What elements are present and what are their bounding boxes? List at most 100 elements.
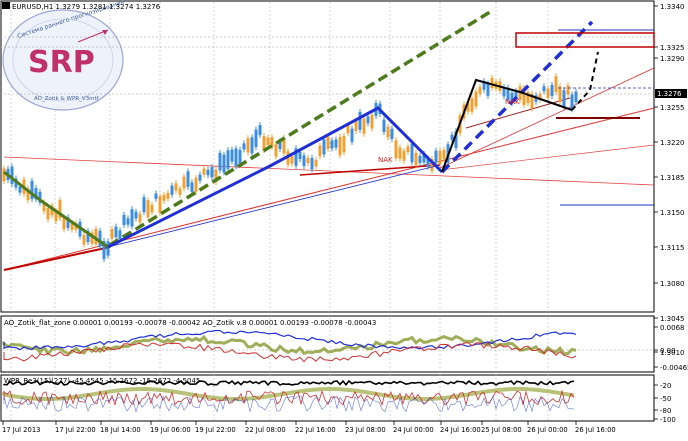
price-bar (266, 137, 270, 146)
price-bar (294, 148, 298, 166)
price-bar (470, 98, 474, 112)
price-bar (46, 208, 50, 220)
price-bar (146, 200, 150, 218)
price-bar (426, 158, 430, 167)
blue-zigzag (107, 106, 444, 249)
price-bar (382, 119, 386, 132)
price-bar (482, 81, 486, 90)
price-bar (142, 197, 146, 213)
blue-thin-line (107, 164, 441, 248)
price-bar (122, 214, 126, 225)
price-bar (210, 167, 214, 178)
price-bar (270, 137, 274, 147)
price-bar (206, 169, 210, 176)
price-bar (330, 140, 334, 149)
price-bar (182, 176, 186, 189)
price-bar (474, 91, 478, 107)
price-bar (362, 118, 366, 134)
time-tick-label: 25 Jul 08:00 (481, 426, 522, 434)
price-bar (274, 144, 278, 157)
price-bar (358, 111, 362, 130)
price-bar (310, 157, 314, 170)
price-bar (518, 86, 522, 100)
green-trend-solid (3, 170, 109, 249)
price-bar (38, 191, 42, 203)
price-tick-label: 1.3150 (660, 209, 685, 217)
price-bar (86, 230, 90, 242)
price-tick-label: 1.3290 (660, 55, 685, 63)
price-bar (466, 101, 470, 112)
price-bar (342, 136, 346, 153)
price-bar (126, 218, 130, 225)
price-bar (530, 93, 534, 109)
srp-logo: SRP Система раннего прогнозирования AO_Z… (2, 0, 125, 111)
price-tick-label: 1.3325 (660, 44, 685, 52)
nak-label-2: NAK (505, 98, 520, 106)
price-bar (106, 241, 110, 256)
price-bar (58, 200, 62, 219)
price-bar (114, 226, 118, 238)
symbol-label: EURUSD,H1 1.3279 1.3281 1.3274 1.3276 (12, 3, 161, 11)
indicator1-tick: 0.0068 (660, 324, 685, 332)
price-bar (158, 196, 162, 214)
price-bar (202, 168, 206, 175)
price-bar (118, 230, 122, 240)
indicator1-label: AO_Zotik_flat_zone 0.00001 0.00193 -0.00… (4, 319, 376, 327)
time-tick-label: 26 Jul 16:00 (575, 426, 616, 434)
price-bar (234, 148, 238, 167)
price-tick-label: 1.3045 (660, 315, 685, 323)
price-bar (138, 213, 142, 223)
nak-label: NAK (378, 156, 393, 164)
dropdown-icon[interactable] (2, 2, 10, 9)
indicator2-axis: -20 -50 -80-100 (654, 382, 676, 424)
wpr-indicator (2, 379, 575, 413)
time-tick-label: 19 Jul 06:00 (150, 426, 191, 434)
indicator2-tick: -100 (660, 416, 676, 424)
time-tick-label: 17 Jul 22:00 (55, 426, 96, 434)
price-bar (526, 92, 530, 104)
price-bar (198, 174, 202, 181)
price-bar (94, 228, 98, 245)
price-bar (302, 155, 306, 167)
price-tick-label: 1.3080 (660, 280, 685, 288)
price-bar (246, 138, 250, 153)
price-bar (190, 182, 194, 193)
price-bar (2, 168, 6, 182)
price-bar (278, 141, 282, 149)
price-bar (42, 202, 46, 212)
price-bar (130, 209, 134, 227)
price-bar (218, 152, 222, 171)
price-bar (222, 154, 226, 173)
time-tick-label: 26 Jul 00:00 (527, 426, 568, 434)
price-bar (26, 188, 30, 201)
price-bar (478, 87, 482, 94)
price-bar (134, 211, 138, 219)
time-tick-label: 18 Jul 14:00 (100, 426, 141, 434)
price-bar (306, 157, 310, 164)
price-bar (554, 76, 558, 93)
price-bar (354, 121, 358, 131)
price-bar (238, 149, 242, 164)
black-zigzag (441, 78, 573, 173)
indicator1-tick: -0.00465 (660, 364, 688, 372)
price-bar (514, 91, 518, 100)
price-bar (370, 114, 374, 129)
price-bar (62, 217, 66, 230)
price-bar (550, 84, 554, 97)
target-zone-box[interactable] (515, 32, 655, 48)
time-tick-label: 22 Jul 08:00 (245, 426, 286, 434)
price-bar (334, 139, 338, 148)
price-bar (162, 195, 166, 201)
price-bar (242, 143, 246, 150)
price-bar (150, 204, 154, 213)
price-bar (402, 150, 406, 161)
price-bar (338, 137, 342, 156)
price-bar (410, 143, 414, 163)
price-bar (350, 128, 354, 142)
time-tick-label: 24 Jul 16:00 (440, 426, 481, 434)
price-bar (502, 86, 506, 97)
price-bar (170, 185, 174, 195)
logo-arc-bottom: AO_Zotik & WPR_V3mtf (34, 96, 100, 102)
